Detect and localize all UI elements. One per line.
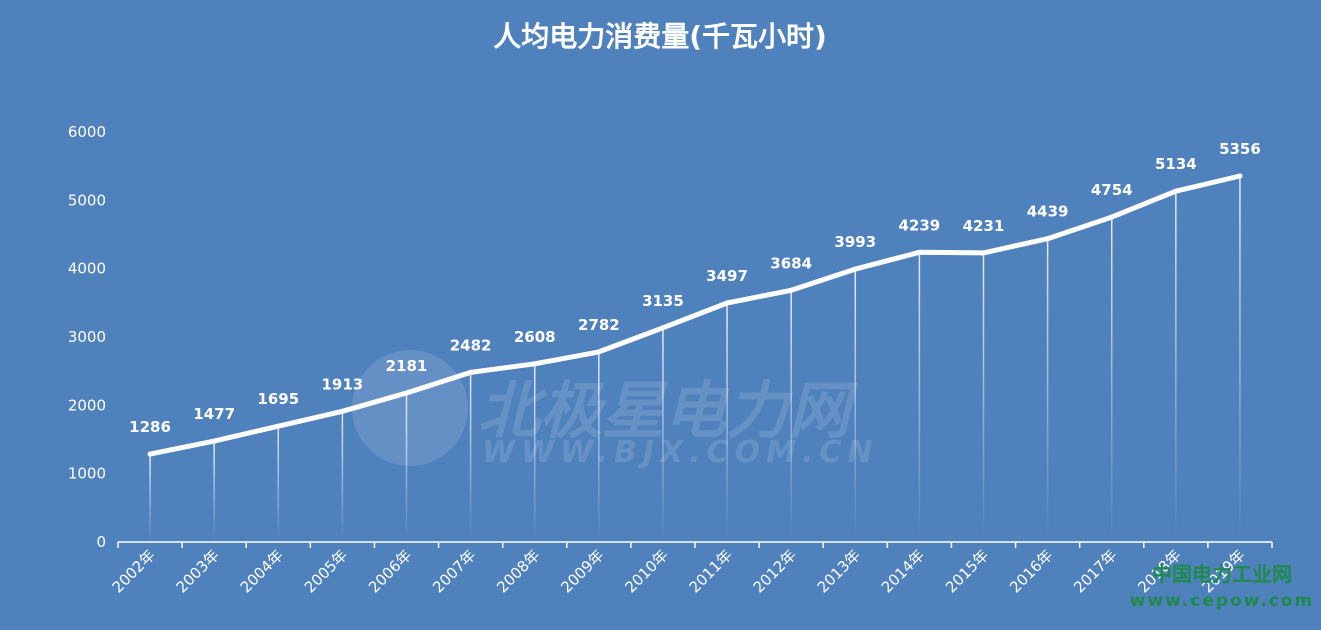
data-label: 2782 (578, 316, 620, 334)
x-tick-label: 2015年 (942, 546, 992, 596)
data-point (788, 287, 794, 293)
drop-line (149, 454, 151, 542)
data-labels: 1286 1477 1695 1913 2181 2482 2608 2782 3135 3497… (129, 140, 1261, 436)
y-axis: 0 1000 2000 3000 4000 5000 6000 (68, 123, 106, 551)
series-line (147, 173, 1243, 457)
watermark-logo-icon (352, 350, 468, 466)
x-tick-label: 2005年 (301, 546, 351, 596)
data-point (404, 390, 409, 396)
data-label: 4239 (899, 216, 941, 234)
drop-line (854, 269, 857, 542)
chart-title: 人均电力消费量(千瓦小时) (493, 20, 827, 53)
y-tick-label: 6000 (68, 123, 106, 141)
y-tick-label: 3000 (68, 328, 106, 346)
drop-line (1046, 238, 1049, 542)
data-point (532, 361, 538, 367)
drop-line (1110, 217, 1113, 543)
data-label: 1913 (322, 375, 364, 393)
watermark-text-cn: 北极星电力网 (478, 374, 859, 447)
x-tick-label: 2007年 (429, 546, 479, 596)
watermark: 北极星电力网 WWW.BJX.COM.CN (352, 350, 879, 470)
data-label: 2608 (514, 328, 556, 346)
x-tick-label: 2006年 (365, 546, 415, 596)
data-point (660, 325, 666, 331)
drop-line (405, 392, 408, 542)
drop-line (790, 290, 792, 542)
x-tick-label: 2002年 (109, 546, 159, 596)
x-tick-label: 2017年 (1070, 546, 1120, 596)
data-label: 1477 (193, 405, 235, 423)
data-point (596, 349, 602, 355)
watermark-text-en: WWW.BJX.COM.CN (482, 435, 879, 470)
data-label: 3993 (834, 233, 876, 251)
data-point (339, 408, 345, 414)
data-point (1109, 214, 1115, 220)
x-tick-label: 2013年 (814, 546, 864, 596)
data-point (981, 250, 986, 256)
series-line-group (147, 173, 1243, 457)
x-axis: 2002年 2003年 2004年 2005年 2006年 2007年 2008年 2009年… (109, 541, 1273, 596)
data-label: 5134 (1155, 155, 1197, 173)
drop-line (918, 252, 921, 542)
drop-line (598, 351, 600, 542)
x-tick-label: 2010年 (621, 546, 671, 596)
data-point (147, 451, 153, 457)
data-label: 1286 (129, 418, 171, 436)
data-label: 4754 (1091, 181, 1133, 199)
data-label: 2482 (450, 336, 492, 354)
data-label: 3684 (770, 254, 812, 272)
y-tick-label: 1000 (68, 465, 106, 483)
data-label: 5356 (1219, 140, 1261, 158)
data-point (275, 423, 281, 429)
data-point (468, 369, 474, 375)
x-tick-label: 2016年 (1006, 546, 1056, 596)
data-point (852, 266, 858, 272)
data-label: 4439 (1027, 203, 1069, 221)
data-point (211, 438, 217, 444)
x-tick-label: 2014年 (878, 546, 928, 596)
drop-lines (149, 176, 1241, 543)
drop-line (277, 426, 280, 542)
y-tick-label: 4000 (68, 260, 106, 278)
x-tick-label: 2012年 (750, 546, 800, 596)
x-tick-label: 2008年 (493, 546, 543, 596)
drop-line (726, 303, 728, 542)
corner-logo-text-en: www.cepow.com (1130, 591, 1315, 611)
drop-line (1239, 176, 1241, 543)
data-label: 3135 (642, 292, 684, 310)
drop-line (213, 441, 215, 542)
data-label: 4231 (963, 217, 1005, 235)
x-tick-label: 2003年 (173, 546, 223, 596)
corner-logo-text-cn: 中国电力工业网 (1152, 562, 1292, 586)
y-tick-label: 5000 (68, 191, 106, 209)
drop-line (533, 363, 536, 542)
drop-line (982, 252, 985, 543)
x-tick-label: 2011年 (686, 546, 736, 596)
data-point (1045, 236, 1051, 242)
x-tick-label: 2009年 (557, 546, 607, 596)
corner-logo: 中国电力工业网 www.cepow.com (1130, 562, 1315, 611)
data-point (1237, 173, 1243, 179)
data-label: 3497 (706, 267, 748, 285)
drop-line (662, 327, 664, 542)
data-point (1173, 188, 1179, 194)
drop-line (341, 411, 344, 542)
drop-line (469, 372, 472, 542)
data-point (724, 300, 730, 306)
x-tick-label: 2004年 (237, 546, 287, 596)
y-tick-label: 0 (96, 533, 106, 551)
y-tick-label: 2000 (68, 396, 106, 414)
drop-line (1175, 191, 1177, 542)
data-point (916, 249, 922, 255)
data-label: 2181 (386, 357, 428, 375)
data-label: 1695 (257, 390, 299, 408)
